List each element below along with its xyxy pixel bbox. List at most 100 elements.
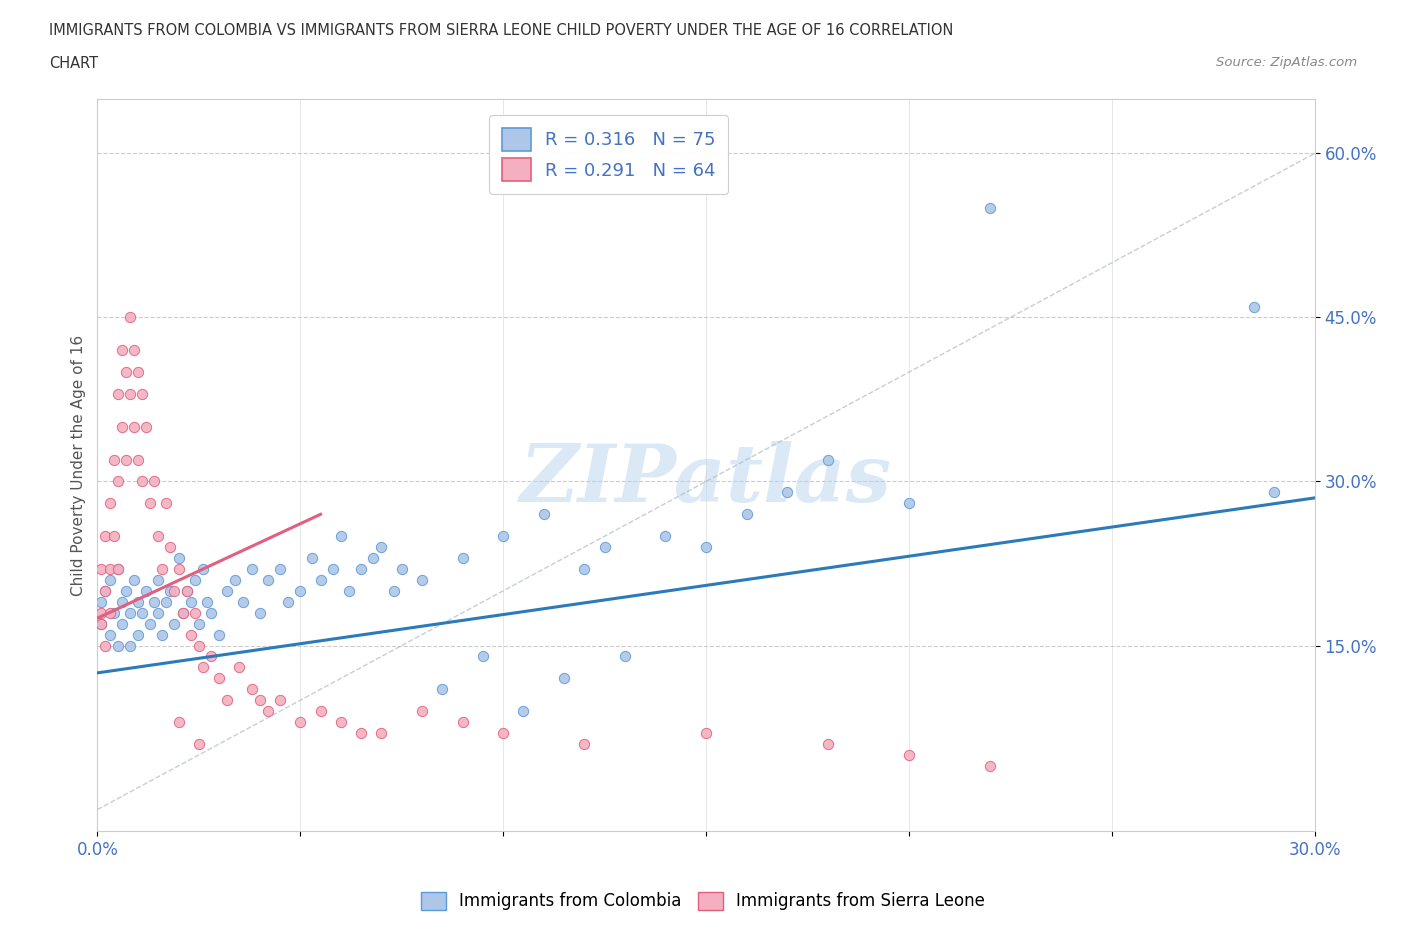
- Point: [256, 704, 278, 719]
- Point: [90, 594, 112, 609]
- Point: [98, 496, 121, 511]
- Point: [411, 704, 433, 719]
- Point: [94, 529, 117, 544]
- Text: ZIPatlas: ZIPatlas: [520, 441, 891, 519]
- Point: [1243, 299, 1265, 314]
- Point: [122, 343, 145, 358]
- Point: [180, 594, 202, 609]
- Point: [98, 605, 121, 620]
- Point: [200, 605, 222, 620]
- Point: [163, 583, 186, 598]
- Point: [94, 638, 117, 653]
- Point: [228, 660, 250, 675]
- Point: [167, 551, 190, 565]
- Point: [329, 529, 352, 544]
- Point: [118, 638, 141, 653]
- Point: [103, 605, 125, 620]
- Point: [735, 507, 758, 522]
- Point: [574, 562, 596, 577]
- Point: [131, 474, 153, 489]
- Point: [269, 562, 291, 577]
- Point: [131, 605, 153, 620]
- Point: [817, 452, 839, 467]
- Point: [217, 583, 239, 598]
- Point: [240, 562, 263, 577]
- Point: [98, 573, 121, 588]
- Point: [208, 627, 231, 642]
- Point: [107, 562, 129, 577]
- Point: [167, 562, 190, 577]
- Point: [94, 583, 117, 598]
- Point: [114, 452, 136, 467]
- Point: [979, 201, 1001, 216]
- Point: [127, 627, 149, 642]
- Point: [187, 617, 209, 631]
- Point: [150, 627, 173, 642]
- Point: [256, 573, 278, 588]
- Point: [184, 573, 207, 588]
- Point: [98, 627, 121, 642]
- Point: [90, 605, 112, 620]
- Text: CHART: CHART: [49, 56, 98, 71]
- Point: [382, 583, 405, 598]
- Point: [127, 365, 149, 379]
- Text: Source: ZipAtlas.com: Source: ZipAtlas.com: [1216, 56, 1357, 69]
- Point: [391, 562, 413, 577]
- Point: [1263, 485, 1285, 499]
- Point: [217, 693, 239, 708]
- Point: [111, 617, 134, 631]
- Point: [107, 387, 129, 402]
- Point: [94, 583, 117, 598]
- Point: [232, 594, 254, 609]
- Point: [118, 387, 141, 402]
- Point: [451, 714, 474, 729]
- Point: [143, 474, 166, 489]
- Point: [172, 605, 194, 620]
- Point: [195, 594, 218, 609]
- Point: [200, 649, 222, 664]
- Point: [111, 419, 134, 434]
- Point: [329, 714, 352, 729]
- Point: [118, 605, 141, 620]
- Point: [817, 737, 839, 751]
- Point: [776, 485, 799, 499]
- Point: [593, 539, 616, 554]
- Point: [159, 539, 181, 554]
- Point: [150, 562, 173, 577]
- Point: [533, 507, 555, 522]
- Y-axis label: Child Poverty Under the Age of 16: Child Poverty Under the Age of 16: [72, 335, 86, 595]
- Point: [131, 387, 153, 402]
- Point: [208, 671, 231, 685]
- Point: [155, 496, 177, 511]
- Point: [301, 551, 323, 565]
- Point: [249, 693, 271, 708]
- Point: [172, 605, 194, 620]
- Point: [224, 573, 246, 588]
- Point: [309, 573, 332, 588]
- Legend: Immigrants from Colombia, Immigrants from Sierra Leone: Immigrants from Colombia, Immigrants fro…: [413, 885, 993, 917]
- Point: [122, 419, 145, 434]
- Point: [897, 748, 920, 763]
- Point: [695, 539, 717, 554]
- Point: [135, 583, 157, 598]
- Point: [411, 573, 433, 588]
- Point: [148, 605, 170, 620]
- Legend: R = 0.316   N = 75, R = 0.291   N = 64: R = 0.316 N = 75, R = 0.291 N = 64: [489, 115, 728, 194]
- Point: [187, 638, 209, 653]
- Point: [249, 605, 271, 620]
- Point: [191, 660, 214, 675]
- Point: [180, 627, 202, 642]
- Point: [127, 594, 149, 609]
- Point: [184, 605, 207, 620]
- Point: [107, 638, 129, 653]
- Point: [111, 594, 134, 609]
- Point: [553, 671, 575, 685]
- Point: [187, 737, 209, 751]
- Point: [107, 474, 129, 489]
- Point: [269, 693, 291, 708]
- Point: [290, 714, 312, 729]
- Point: [350, 562, 373, 577]
- Point: [122, 573, 145, 588]
- Point: [322, 562, 344, 577]
- Point: [148, 529, 170, 544]
